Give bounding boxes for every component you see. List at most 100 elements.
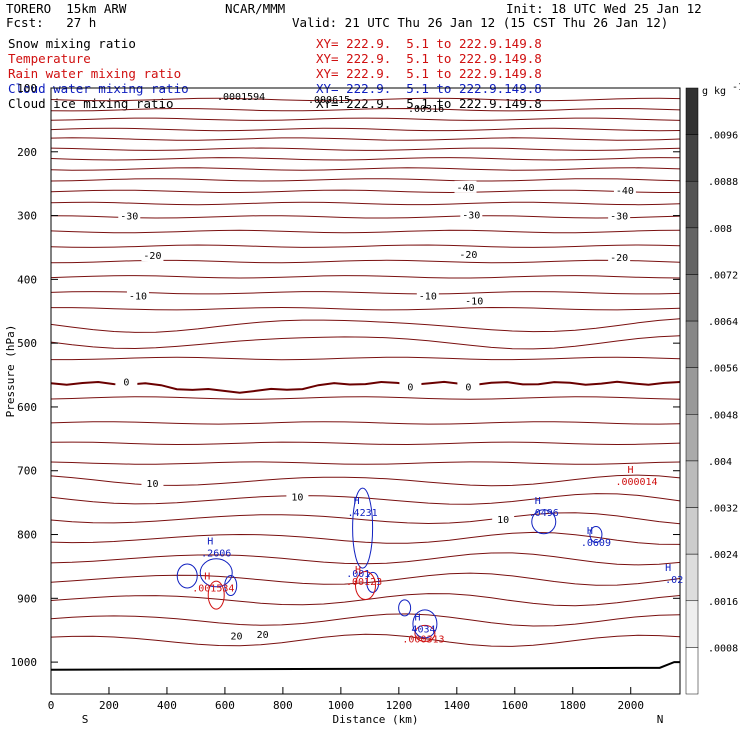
temperature-label: 0: [465, 383, 471, 394]
maximum-marker: H: [204, 571, 210, 582]
temperature-label-bg: [492, 513, 515, 526]
y-axis-title: Pressure (hPa): [4, 325, 17, 418]
temperature-isotherm: [50, 572, 681, 586]
valid-label: Valid: 21 UTC Thu 26 Jan 12 (15 CST Thu …: [292, 15, 669, 30]
x-tick-label: 1800: [560, 699, 587, 712]
field-snow-xy: XY= 222.9. 5.1 to 222.9.149.8: [316, 36, 542, 51]
temperature-label: 20: [257, 630, 269, 641]
org-label: NCAR/MMM: [225, 1, 286, 16]
temperature-label-bg: [141, 476, 164, 489]
temperature-label-bg: [608, 251, 631, 264]
temperature-label-bg: [457, 380, 480, 393]
x-tick-label: 1000: [328, 699, 355, 712]
temperature-label: -30: [610, 212, 628, 223]
forecast-label: Fcst: 27 h: [6, 15, 97, 30]
colorbar-bin: [685, 320, 699, 368]
temperature-isotherm: [50, 512, 681, 525]
maximum-value-label: .000313: [402, 635, 444, 646]
temperature-label: -40: [616, 186, 634, 197]
maximum-marker: H: [535, 496, 541, 507]
y-tick-label: 900: [17, 592, 37, 605]
colorbar-bin: [685, 414, 699, 462]
maximum-marker: H: [355, 565, 361, 576]
surface-line: [50, 661, 680, 671]
y-tick-label: 300: [17, 210, 37, 223]
colorbar-tick-label: .0048: [708, 410, 738, 421]
temperature-isotherm: [50, 127, 681, 132]
field-snow-name: Snow mixing ratio: [8, 36, 136, 51]
temperature-isotherm: [50, 461, 681, 465]
temperature-label-bg: [608, 209, 631, 222]
temperature-label-bg: [457, 247, 480, 260]
colorbar-tick-label: .0072: [708, 270, 738, 281]
temperature-label-bg: [126, 289, 149, 302]
mixing-ratio-contour: [355, 571, 376, 601]
maximum-value-label: .2606: [201, 548, 231, 559]
colorbar-tick-label: .0008: [708, 643, 738, 654]
y-tick-label: 400: [17, 273, 37, 286]
maximum-value-label: .00123: [346, 577, 382, 588]
top-value-label: .000615: [308, 95, 350, 106]
x-tick-label: 1600: [502, 699, 529, 712]
temperature-label-bg: [460, 208, 483, 221]
temperature-isotherm: [50, 613, 681, 627]
temperature-label: -30: [120, 212, 138, 223]
mixing-ratio-contour: [199, 558, 233, 588]
maximum-value-label: .001: [346, 569, 370, 580]
temperature-label: 10: [146, 479, 158, 490]
temperature-label-bg: [251, 628, 274, 641]
colorbar-bin: [685, 227, 699, 275]
model-label: TORERO 15km ARW: [6, 1, 127, 16]
y-tick-label: 700: [17, 465, 37, 478]
temperature-isotherm: [50, 215, 681, 219]
x-tick-label: 800: [273, 699, 293, 712]
temperature-isotherm: [50, 157, 681, 161]
freezing-level-line: [50, 380, 681, 394]
colorbar-bin: [685, 553, 699, 602]
maximum-marker: H: [207, 536, 213, 547]
temperature-isotherm: [50, 318, 681, 333]
temperature-label-bg: [286, 490, 309, 503]
temperature-isotherm: [50, 229, 681, 234]
colorbar-bin: [685, 367, 699, 415]
temperature-isotherm: [50, 107, 681, 112]
maximum-marker: H: [414, 612, 420, 623]
colorbar-bin: [685, 274, 699, 322]
maximum-value-label: 4034: [411, 624, 435, 635]
temperature-label-bg: [115, 375, 138, 388]
temperature-isotherm: [50, 275, 681, 279]
maximum-marker: H: [665, 563, 671, 574]
temperature-label-bg: [416, 289, 439, 302]
north-label: N: [657, 713, 664, 726]
temperature-isotherm: [50, 441, 681, 446]
field-rain-name: Rain water mixing ratio: [8, 66, 182, 81]
temperature-label-bg: [454, 180, 477, 193]
x-tick-label: 400: [157, 699, 177, 712]
temperature-label: -20: [459, 250, 477, 261]
x-axis-title: Distance (km): [332, 713, 418, 726]
mixing-ratio-contour: [224, 575, 238, 597]
x-tick-label: 200: [99, 699, 119, 712]
temperature-label: -10: [129, 291, 147, 302]
temperature-isotherm: [50, 244, 681, 248]
colorbar-units: g kg: [702, 86, 726, 97]
temperature-label-bg: [225, 629, 248, 642]
temperature-isotherm: [50, 167, 681, 171]
colorbar-tick-label: .004: [708, 457, 732, 468]
colorbar-bin: [685, 180, 699, 229]
temperature-label: -40: [456, 183, 474, 194]
y-tick-label: 200: [17, 146, 37, 159]
maximum-value-label: .000014: [615, 477, 657, 488]
maximum-marker: H: [628, 465, 634, 476]
temperature-isotherm: [50, 552, 681, 566]
temperature-label-bg: [141, 249, 164, 262]
temperature-isotherm: [50, 396, 681, 400]
mixing-ratio-contour: [531, 509, 557, 535]
temperature-isotherm: [50, 117, 681, 121]
y-tick-label: 1000: [11, 656, 38, 669]
mixing-ratio-contour: [176, 563, 198, 589]
temperature-isotherm: [50, 201, 681, 206]
temperature-isotherm: [50, 335, 681, 350]
x-tick-label: 1200: [386, 699, 413, 712]
